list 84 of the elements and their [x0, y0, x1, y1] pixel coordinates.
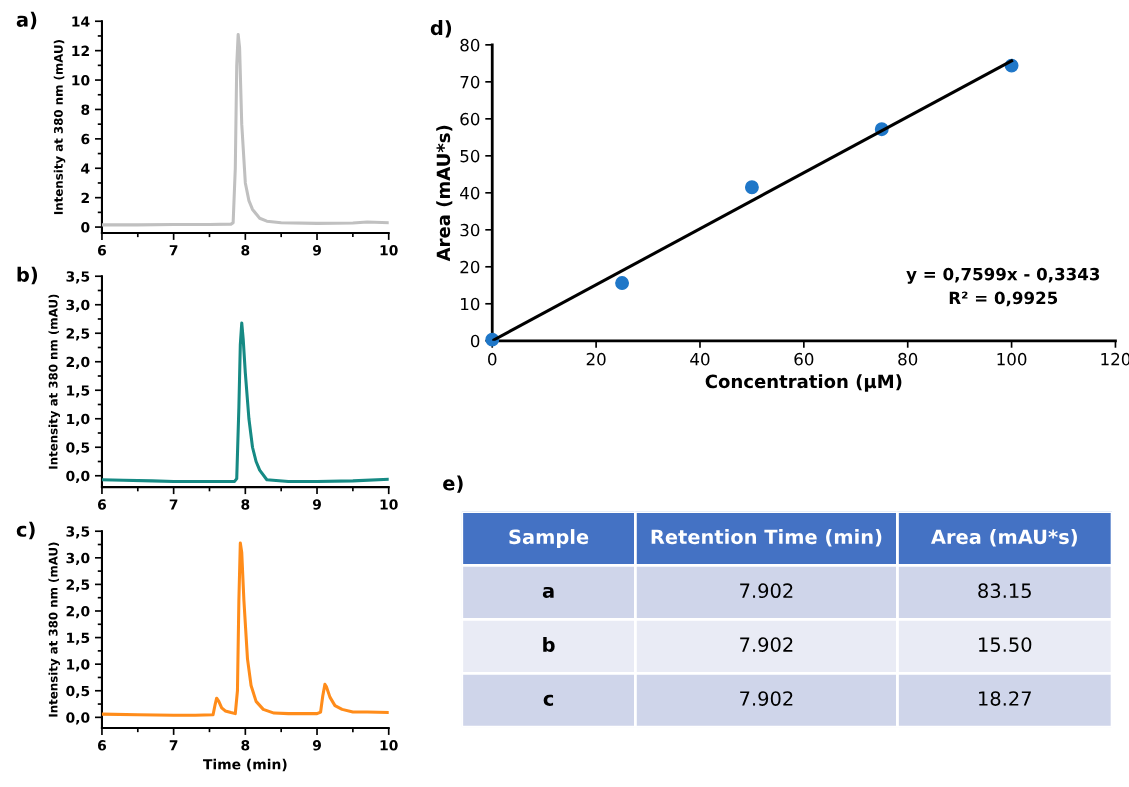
x-tick-label: 10: [380, 245, 398, 256]
y-tick-label: 1,5: [67, 632, 90, 645]
y-tick-label: 30: [460, 223, 480, 237]
x-tick-label: 8: [241, 499, 250, 510]
y-tick-label: 14: [72, 16, 90, 27]
y-tick-label: 3,5: [66, 271, 90, 284]
y-tick-label: 0,5: [66, 442, 90, 455]
x-axis-title: Time (min): [203, 758, 287, 772]
y-tick-label: 80: [460, 38, 480, 52]
y-tick-label: 2: [81, 192, 89, 203]
category-label: Area (mAU*s): [931, 529, 1077, 547]
line-series: [101, 541, 389, 717]
x-tick-label: 40: [690, 352, 710, 366]
line-series: [101, 32, 389, 227]
y-tick-label: 0: [470, 334, 480, 348]
x-tick-label: 10: [380, 499, 398, 510]
y-tick-label: 0,5: [66, 685, 90, 698]
y-tick-label: 0,0: [66, 712, 90, 725]
x-tick-label: 6: [97, 499, 107, 510]
x-tick-label: 7: [169, 245, 178, 256]
annotation: y = 0,7599x - 0,3343: [906, 267, 1100, 284]
y-tick-label: 10: [461, 297, 480, 311]
chart-title: c): [16, 521, 35, 540]
x-tick-label: 7: [169, 499, 178, 510]
y-tick-label: 8: [81, 104, 90, 115]
chart-title: b): [17, 266, 38, 285]
chart-title: d): [430, 20, 452, 38]
text: 83.15: [978, 583, 1031, 599]
y-axis-title: Intensity at 380 nm (mAU): [53, 40, 66, 215]
y-tick-label: 0,0: [66, 470, 90, 483]
text: a: [542, 586, 554, 599]
y-tick-label: 4: [81, 163, 90, 174]
x-tick-label: 20: [586, 352, 606, 366]
x-tick-label: 9: [312, 499, 321, 510]
text: 7.902: [740, 637, 793, 652]
text: 18.27: [979, 691, 1031, 706]
x-tick-label: 60: [794, 352, 814, 366]
chart-title: a): [16, 11, 37, 30]
x-tick-label: 9: [312, 245, 321, 256]
y-tick-label: 6: [81, 133, 90, 145]
line-series: [101, 321, 389, 483]
x-axis-title: Concentration (μM): [705, 374, 902, 392]
text: c: [543, 694, 554, 706]
y-axis-title: Intensity at 380 nm (mAU): [48, 294, 60, 469]
text: 7.902: [740, 583, 793, 599]
y-tick-label: 1,0: [67, 413, 90, 426]
x-tick-label: 100: [997, 352, 1027, 366]
point: [744, 180, 759, 195]
y-tick-label: 20: [460, 260, 480, 274]
y-tick-label: 3,0: [66, 299, 90, 312]
y-tick-label: 2,5: [66, 579, 90, 592]
y-tick-label: 10: [72, 75, 90, 86]
category-label: Retention Time (min): [651, 529, 882, 547]
text: 15.50: [979, 637, 1032, 652]
text: b: [543, 636, 555, 652]
category-label: Sample: [509, 529, 589, 548]
y-axis-title: Area (mAU*s): [436, 125, 453, 262]
x-tick-label: 7: [169, 740, 178, 751]
y-tick-label: 70: [460, 75, 480, 89]
x-tick-label: 8: [241, 245, 250, 256]
y-tick-label: 40: [460, 186, 480, 200]
y-tick-label: 3,5: [66, 526, 90, 539]
y-tick-label: 1,5: [67, 385, 90, 398]
y-tick-label: 0: [81, 222, 90, 233]
y-tick-label: 50: [460, 149, 480, 163]
x-tick-label: 10: [380, 740, 398, 751]
x-tick-label: 0: [488, 352, 497, 366]
x-tick-label: 9: [312, 740, 321, 751]
text: e): [443, 475, 463, 493]
y-tick-label: 2,5: [66, 328, 90, 341]
y-tick-label: 2,0: [66, 605, 90, 619]
y-tick-label: 12: [72, 45, 89, 56]
x-tick-label: 80: [898, 352, 918, 366]
y-axis-title: Intensity at 380 nm (mAU): [48, 542, 60, 717]
text: 7.902: [740, 691, 793, 706]
point: [615, 276, 630, 291]
x-tick-label: 6: [97, 740, 107, 751]
x-tick-label: 6: [97, 245, 107, 256]
annotation: R² = 0,9925: [949, 291, 1058, 307]
y-tick-label: 1,0: [67, 659, 90, 672]
x-tick-label: 8: [241, 740, 250, 751]
y-tick-label: 2,0: [66, 356, 90, 369]
y-tick-label: 3,0: [66, 552, 90, 566]
y-tick-label: 60: [460, 112, 480, 126]
